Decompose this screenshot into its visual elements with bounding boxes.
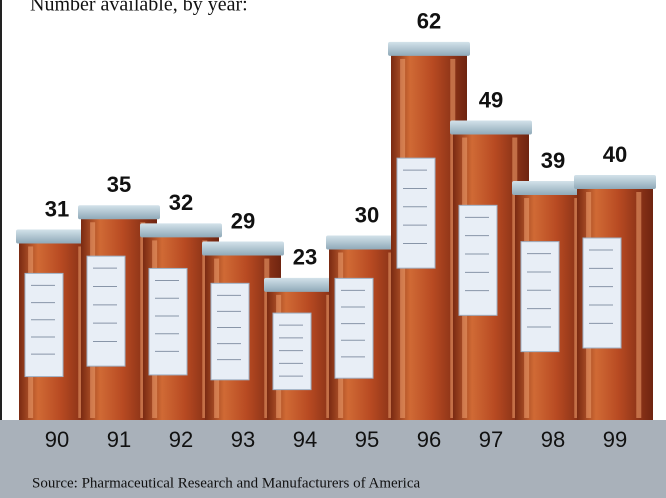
- x-tick-label: 95: [355, 427, 379, 452]
- bottle-cap: [326, 235, 408, 250]
- bottle-cap: [202, 241, 284, 256]
- bottles: 31 35 32 29 23 30 62 49 39 40: [16, 9, 656, 421]
- bottle-label: [148, 267, 188, 376]
- bottle-highlight: [78, 246, 84, 418]
- value-label: 62: [417, 9, 441, 34]
- value-label: 35: [107, 172, 131, 197]
- value-label: 31: [45, 196, 69, 221]
- bottle-highlight: [636, 192, 642, 418]
- bottle-label: [210, 282, 250, 381]
- x-tick-label: 96: [417, 427, 441, 452]
- bottle-label: [24, 272, 64, 378]
- bottle-label: [582, 237, 622, 349]
- bottle-label: [396, 157, 436, 269]
- value-label: 32: [169, 190, 193, 215]
- bottle-highlight: [326, 294, 332, 418]
- bottle-highlight: [264, 258, 270, 418]
- value-label: 29: [231, 208, 255, 233]
- chart-title: Number available, by year:: [30, 0, 248, 16]
- bottle-label: [272, 312, 312, 391]
- bottle-cap: [388, 41, 470, 56]
- bottle-cap: [512, 181, 594, 196]
- bottle-label: [458, 204, 498, 316]
- value-label: 30: [355, 202, 379, 227]
- x-tick-label: 94: [293, 427, 317, 452]
- x-tick-label: 90: [45, 427, 69, 452]
- x-tick-label: 93: [231, 427, 255, 452]
- category-labels: 90 91 92 93 94 95 96 97 98 99: [45, 427, 627, 452]
- bottle-highlight: [388, 252, 394, 418]
- base-band: [0, 420, 666, 498]
- value-label: 40: [603, 142, 627, 167]
- bottle-label: [86, 255, 126, 367]
- bottle-cap: [140, 223, 222, 238]
- x-tick-label: 91: [107, 427, 131, 452]
- x-tick-label: 98: [541, 427, 565, 452]
- bottle-label: [334, 277, 374, 379]
- bottle-cap: [264, 277, 346, 292]
- value-label: 49: [479, 87, 503, 112]
- bottle-highlight: [202, 240, 208, 418]
- bottle: 40: [574, 142, 656, 420]
- bottle-highlight: [512, 137, 518, 419]
- value-label: 23: [293, 245, 317, 270]
- bottle-cap: [16, 229, 98, 244]
- bottle-cap: [574, 175, 656, 189]
- source-note: Source: Pharmaceutical Research and Manu…: [32, 475, 421, 491]
- x-tick-label: 92: [169, 427, 193, 452]
- value-label: 39: [541, 148, 565, 173]
- bottle-cap: [450, 120, 532, 135]
- bottle-label: [520, 241, 560, 353]
- bottle-highlight: [450, 58, 456, 419]
- bottle-highlight: [140, 222, 146, 418]
- bottle-highlight: [574, 198, 580, 418]
- x-tick-label: 97: [479, 427, 503, 452]
- bottle-cap: [78, 205, 160, 220]
- x-tick-label: 99: [603, 427, 627, 452]
